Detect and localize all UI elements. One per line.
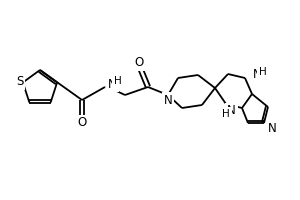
Text: N: N: [253, 68, 262, 82]
Text: H: H: [259, 67, 267, 77]
Text: N: N: [164, 94, 172, 106]
Text: N: N: [268, 121, 277, 134]
Text: O: O: [77, 116, 87, 130]
Text: H: H: [114, 76, 122, 86]
Text: O: O: [134, 56, 144, 70]
Text: N: N: [227, 104, 236, 117]
Text: H: H: [222, 109, 230, 119]
Text: N: N: [108, 77, 117, 90]
Text: S: S: [16, 75, 24, 88]
